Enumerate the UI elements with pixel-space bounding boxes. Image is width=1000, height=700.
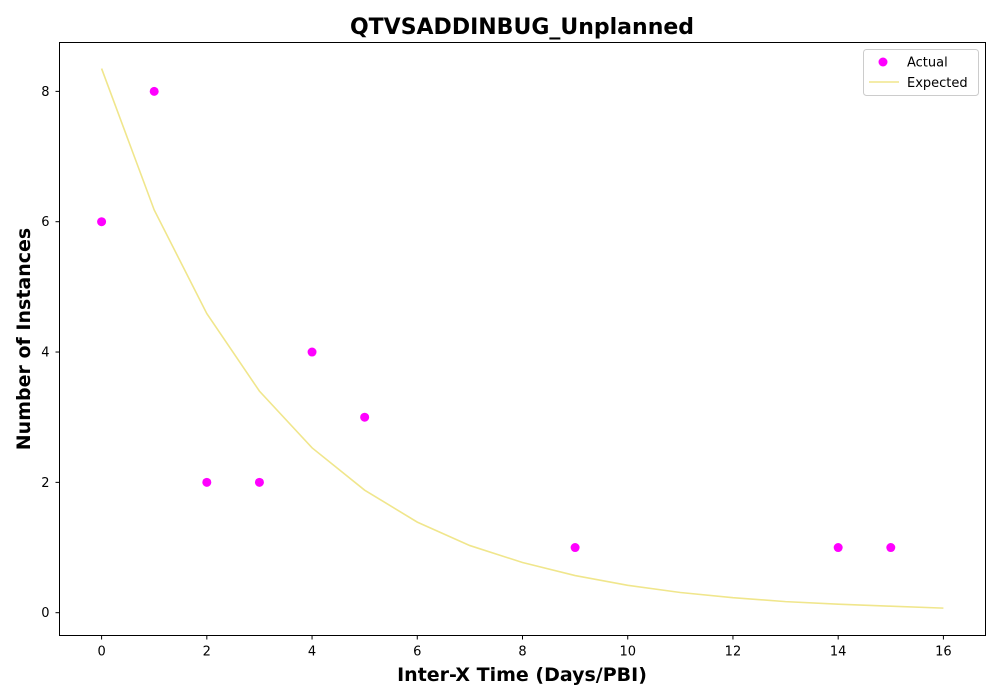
y-tick-label: 4	[41, 346, 49, 361]
y-axis-ticks: 0 2 4 6 8	[41, 85, 60, 621]
actual-point	[97, 217, 107, 227]
actual-point	[570, 543, 580, 553]
actual-point	[307, 347, 317, 357]
actual-point	[149, 86, 159, 96]
legend: Actual Expected	[863, 49, 979, 96]
legend-box	[863, 49, 979, 96]
x-tick-label: 6	[413, 645, 421, 660]
x-tick-label: 10	[619, 645, 636, 660]
y-tick-label: 8	[41, 85, 49, 100]
x-axis-label: Inter-X Time (Days/PBI)	[397, 664, 647, 686]
chart-title: QTVSADDINBUG_Unplanned	[350, 15, 694, 40]
actual-point	[254, 477, 264, 487]
x-tick-label: 16	[935, 645, 952, 660]
y-tick-label: 2	[41, 476, 49, 491]
actual-point	[202, 477, 212, 487]
x-tick-label: 4	[308, 645, 316, 660]
y-axis-label: Number of Instances	[13, 228, 35, 450]
x-tick-label: 8	[518, 645, 526, 660]
legend-label-expected: Expected	[907, 76, 968, 91]
legend-marker-actual	[878, 57, 888, 67]
legend-label-actual: Actual	[907, 56, 948, 71]
series-layer	[97, 68, 944, 609]
actual-point	[886, 543, 896, 553]
x-tick-label: 2	[203, 645, 211, 660]
x-axis-ticks: 0 2 4 6 8 10 12 14 16	[97, 635, 952, 660]
y-tick-label: 6	[41, 215, 49, 230]
expected-line	[100, 68, 944, 609]
x-tick-label: 0	[97, 645, 105, 660]
y-tick-label: 0	[41, 606, 49, 621]
actual-point	[833, 543, 843, 553]
x-tick-label: 12	[725, 645, 742, 660]
x-tick-label: 14	[830, 645, 847, 660]
plot-frame	[59, 42, 986, 636]
actual-point	[360, 412, 370, 422]
